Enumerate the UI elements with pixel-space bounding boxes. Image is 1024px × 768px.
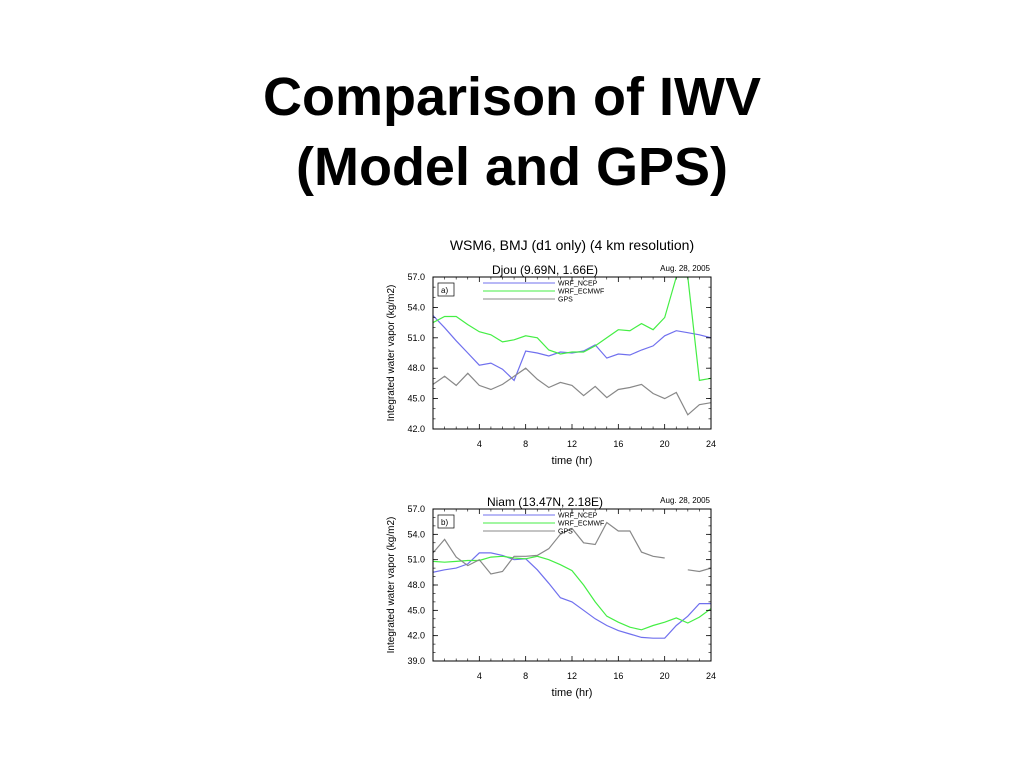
x-tick-label: 24 [706, 439, 716, 449]
panel-date: Aug. 28, 2005 [660, 496, 710, 505]
y-tick-label: 48.0 [407, 580, 425, 590]
y-tick-label: 42.0 [407, 424, 425, 434]
panel-title: Djou (9.69N, 1.66E) [492, 263, 598, 277]
y-axis-title: Integrated water vapor (kg/m2) [386, 517, 397, 654]
x-tick-label: 4 [477, 671, 482, 681]
chart-panel-b: 39.0 42.0 45.0 48.0 51.0 54.0 57.0 4 8 12 16 20 24 ti… [386, 495, 716, 699]
figure-title: WSM6, BMJ (d1 only) (4 km resolution) [450, 237, 694, 253]
slide-title: Comparison of IWV (Model and GPS) [0, 62, 1024, 202]
series-line-wrf-ecmwf [433, 555, 711, 631]
y-tick-label: 39.0 [407, 656, 425, 666]
series-line-gps [433, 367, 711, 416]
x-axis-title: time (hr) [552, 687, 593, 699]
x-tick-label: 20 [660, 439, 670, 449]
panel-label: a) [441, 286, 448, 295]
x-tick-label: 4 [477, 439, 482, 449]
slide-title-line-2: (Model and GPS) [296, 137, 728, 197]
series-line-wrf-ncep [433, 552, 711, 639]
x-tick-label: 24 [706, 671, 716, 681]
legend-label: WRF_NCEP [558, 513, 598, 520]
panel-title: Niam (13.47N, 2.18E) [487, 495, 603, 509]
series-group [433, 521, 711, 639]
y-tick-label: 51.0 [407, 333, 425, 343]
y-tick-label: 57.0 [407, 504, 425, 514]
x-tick-label: 16 [613, 671, 623, 681]
x-tick-label: 8 [523, 439, 528, 449]
chart-panel-a: 42.0 45.0 48.0 51.0 54.0 57.0 4 8 12 16 20 24 time (… [386, 263, 716, 467]
x-tick-label: 12 [567, 439, 577, 449]
y-tick-label: 48.0 [407, 363, 425, 373]
series-line-wrf-ecmwf [433, 277, 711, 382]
panel-label-box [437, 514, 455, 529]
y-tick-label: 54.0 [407, 529, 425, 539]
y-tick-label: 54.0 [407, 302, 425, 312]
legend-label: WRF_ECMWF [558, 289, 604, 296]
x-tick-label: 8 [523, 671, 528, 681]
x-tick-label: 20 [660, 671, 670, 681]
slide-title-line-1: Comparison of IWV [263, 67, 761, 127]
series-line-gps [433, 521, 711, 575]
y-axis-title: Integrated water vapor (kg/m2) [386, 285, 397, 422]
legend-label: WRF_ECMWF [558, 521, 604, 528]
y-tick-label: 42.0 [407, 631, 425, 641]
y-tick-label: 51.0 [407, 555, 425, 565]
x-axis-title: time (hr) [552, 455, 593, 467]
legend-label: GPS [558, 297, 573, 304]
x-tick-label: 16 [613, 439, 623, 449]
panel-label: b) [441, 518, 448, 527]
series-group [433, 277, 711, 416]
y-tick-label: 57.0 [407, 272, 425, 282]
panel-date: Aug. 28, 2005 [660, 264, 710, 273]
x-tick-label: 12 [567, 671, 577, 681]
y-tick-label: 45.0 [407, 605, 425, 615]
legend-label: WRF_NCEP [558, 281, 598, 288]
panel-label-box [437, 282, 455, 297]
y-tick-label: 45.0 [407, 394, 425, 404]
legend-label: GPS [558, 529, 573, 536]
series-line-wrf-ncep [433, 315, 711, 382]
